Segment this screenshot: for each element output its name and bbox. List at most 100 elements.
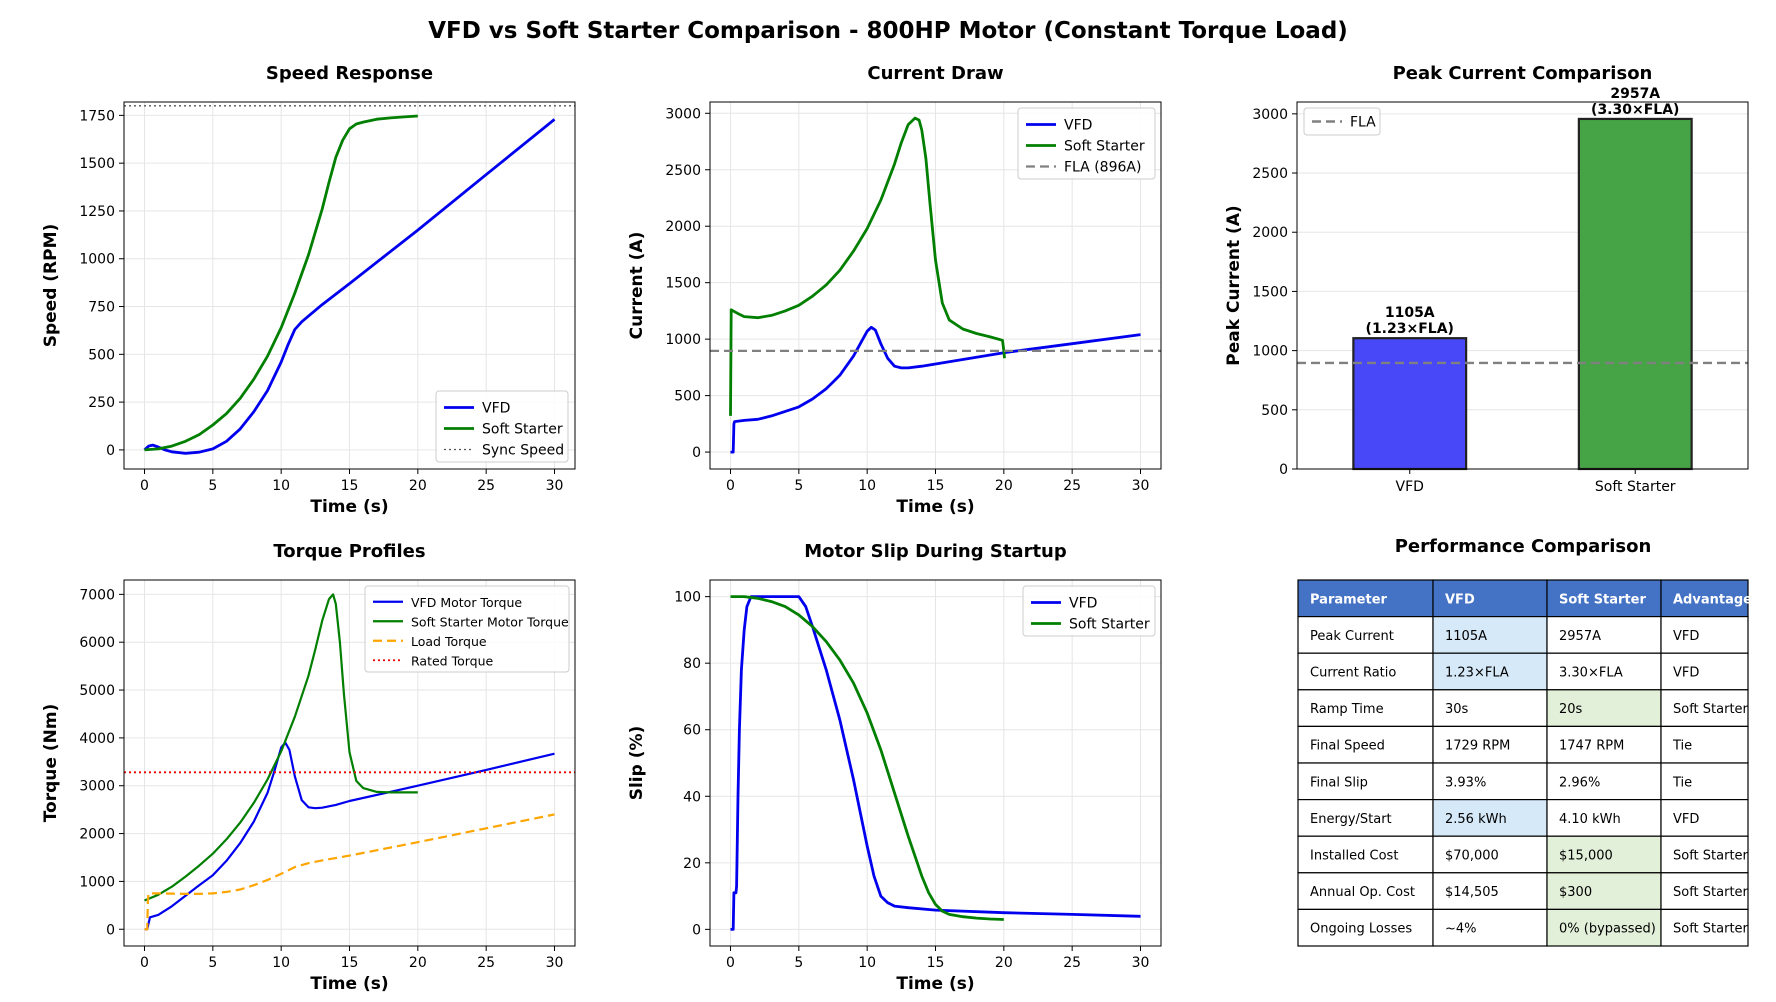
table-cell bbox=[1546, 908, 1662, 947]
x-tick-label: 10 bbox=[272, 955, 290, 971]
y-axis-label: Slip (%) bbox=[627, 726, 647, 801]
table-cell-text: Installed Cost bbox=[1310, 849, 1398, 864]
y-tick-label: 1000 bbox=[79, 874, 115, 890]
y-tick-label: 3000 bbox=[665, 106, 701, 122]
y-tick-label: 1000 bbox=[79, 252, 115, 268]
y-tick-label: 0 bbox=[1279, 462, 1288, 478]
torque-profiles-chart: 0 5 10 15 20 25 30 0 1000 2000 3000 4000 5000 6000 700… bbox=[41, 541, 576, 994]
table-cell bbox=[1297, 762, 1434, 801]
table-cell-text: 30s bbox=[1445, 702, 1469, 717]
table-cell-text: Ongoing Losses bbox=[1310, 922, 1412, 937]
table-cell bbox=[1660, 689, 1749, 727]
x-tick-label: 15 bbox=[341, 955, 359, 971]
table-cell-text: Current Ratio bbox=[1310, 666, 1396, 681]
table-cell-text: 0% (bypassed) bbox=[1559, 922, 1656, 937]
chart-title: Speed Response bbox=[266, 63, 433, 84]
table-header-label: Parameter bbox=[1310, 592, 1388, 607]
x-tick-label: 25 bbox=[477, 955, 495, 971]
table-cell-text: VFD bbox=[1673, 812, 1699, 827]
table-header-cell bbox=[1297, 579, 1434, 618]
x-tick-label: 0 bbox=[726, 955, 735, 971]
table-cell-text: Soft Starter bbox=[1673, 702, 1749, 717]
performance-table: Performance Comparison Parameter VFD Soft S… bbox=[1297, 536, 1752, 947]
x-tick-label: Soft Starter bbox=[1595, 479, 1676, 495]
x-tick-label: 25 bbox=[1063, 955, 1081, 971]
y-tick-label: 1750 bbox=[79, 108, 115, 124]
table-cell bbox=[1660, 762, 1749, 801]
legend-label-1: Soft Starter Motor Torque bbox=[411, 614, 569, 629]
y-tick-label: 7000 bbox=[79, 587, 115, 603]
table-cell-text: 2.96% bbox=[1559, 775, 1600, 790]
x-tick-label: 10 bbox=[272, 478, 290, 494]
table-cell-text: Final Speed bbox=[1310, 739, 1385, 754]
table-header-cell bbox=[1660, 579, 1749, 618]
table-cell bbox=[1660, 835, 1749, 874]
y-tick-label: 250 bbox=[88, 395, 115, 411]
y-tick-label: 1250 bbox=[79, 204, 115, 220]
table-cell bbox=[1432, 798, 1548, 837]
table-cell bbox=[1660, 872, 1749, 910]
table-cell-text: Soft Starter bbox=[1673, 849, 1749, 864]
x-tick-label: 15 bbox=[927, 478, 945, 494]
x-tick-label: 10 bbox=[858, 955, 876, 971]
table-cell bbox=[1297, 725, 1434, 764]
legend-label: FLA bbox=[1350, 115, 1376, 131]
table-cell-text: Ramp Time bbox=[1310, 702, 1384, 717]
x-tick-label: 0 bbox=[140, 478, 149, 494]
table-cell bbox=[1660, 908, 1749, 947]
legend-label-2: Sync Speed bbox=[482, 443, 564, 459]
legend-box bbox=[364, 585, 570, 673]
y-tick-label: 2500 bbox=[1252, 166, 1288, 182]
table-cell bbox=[1432, 908, 1548, 947]
x-tick-label: 20 bbox=[995, 478, 1013, 494]
x-tick-label: 30 bbox=[1132, 478, 1150, 494]
x-tick-label: 5 bbox=[208, 955, 217, 971]
x-tick-label: 10 bbox=[858, 478, 876, 494]
y-tick-label: 0 bbox=[106, 443, 115, 459]
y-tick-label: 3000 bbox=[1252, 107, 1288, 123]
y-axis-label: Current (A) bbox=[627, 232, 647, 340]
x-axis-label: Time (s) bbox=[896, 497, 974, 517]
y-axis-label: Peak Current (A) bbox=[1224, 205, 1244, 365]
table-cell-text: $15,000 bbox=[1559, 849, 1613, 864]
y-tick-label: 1500 bbox=[1252, 284, 1288, 300]
series-line-1 bbox=[730, 595, 1004, 921]
x-axis-label: Time (s) bbox=[896, 974, 974, 994]
x-tick-label: 5 bbox=[794, 478, 803, 494]
series-line-1 bbox=[144, 593, 418, 902]
x-tick-label: 30 bbox=[1132, 955, 1150, 971]
y-tick-label: 40 bbox=[683, 789, 701, 805]
y-tick-label: 0 bbox=[692, 445, 701, 461]
table-cell-text: 2.56 kWh bbox=[1445, 812, 1507, 827]
legend-label-0: VFD Motor Torque bbox=[411, 595, 522, 610]
motor-slip-chart: 0 5 10 15 20 25 30 0 20 40 60 80 100 Motor Slip Durin… bbox=[627, 541, 1162, 994]
table-cell bbox=[1546, 762, 1662, 801]
series-line-2 bbox=[144, 813, 555, 931]
table-cell bbox=[1432, 615, 1548, 654]
y-tick-label: 5000 bbox=[79, 683, 115, 699]
table-cell-text: 1747 RPM bbox=[1559, 739, 1624, 754]
table-cell-text: VFD bbox=[1673, 629, 1699, 644]
table-header-cell bbox=[1432, 579, 1548, 618]
table-cell-text: Annual Op. Cost bbox=[1310, 885, 1415, 900]
table-cell-text: Soft Starter bbox=[1673, 885, 1749, 900]
series-line-0 bbox=[730, 595, 1141, 931]
series-line-1 bbox=[144, 114, 418, 452]
bar-0 bbox=[1352, 337, 1468, 471]
y-tick-label: 1000 bbox=[665, 332, 701, 348]
bar-value-label: 1105A bbox=[1385, 305, 1435, 321]
x-tick-label: 25 bbox=[1063, 478, 1081, 494]
legend-label-2: Load Torque bbox=[411, 634, 487, 649]
table-cell bbox=[1297, 689, 1434, 727]
table-cell-text: VFD bbox=[1673, 666, 1699, 681]
table-cell-text: Tie bbox=[1672, 739, 1692, 754]
y-tick-label: 2000 bbox=[1252, 225, 1288, 241]
y-tick-label: 6000 bbox=[79, 635, 115, 651]
series-line-0 bbox=[730, 325, 1141, 454]
table-header-label: VFD bbox=[1445, 592, 1475, 607]
y-tick-label: 500 bbox=[1261, 403, 1288, 419]
table-cell bbox=[1546, 872, 1662, 910]
x-tick-label: 25 bbox=[477, 478, 495, 494]
table-header-label: Advantage bbox=[1673, 592, 1752, 607]
table-cell-text: Soft Starter bbox=[1673, 922, 1749, 937]
